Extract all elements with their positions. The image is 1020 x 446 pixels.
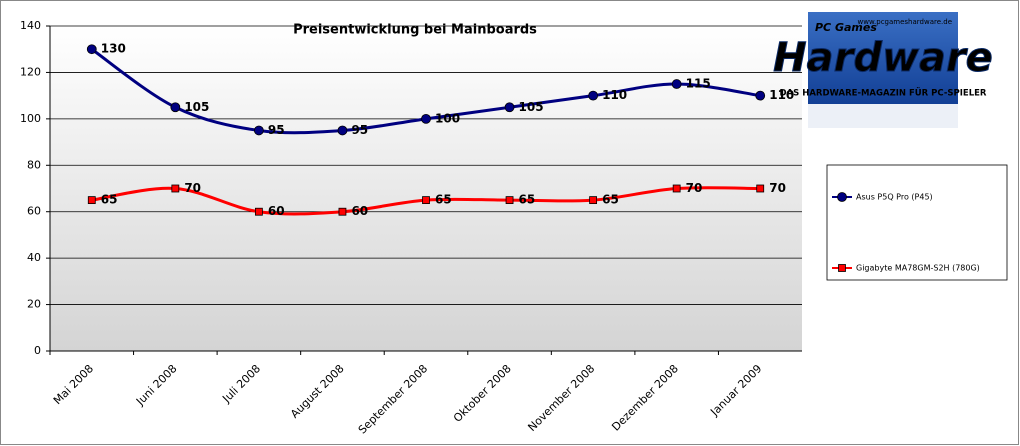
data-label: 110 <box>602 88 627 102</box>
y-tick-label: 40 <box>27 251 41 264</box>
point <box>671 79 682 89</box>
y-tick-label: 0 <box>34 344 41 357</box>
data-label: 65 <box>519 193 536 207</box>
series: 65 70 60 60 65 65 65 70 70 <box>87 181 786 218</box>
data-label: 65 <box>435 193 452 207</box>
point <box>171 184 180 193</box>
point <box>337 125 348 136</box>
point <box>672 184 681 193</box>
point <box>253 125 264 136</box>
point <box>588 90 599 101</box>
point <box>837 192 847 202</box>
data-label: 115 <box>686 77 711 91</box>
data-label: 65 <box>602 193 619 207</box>
logo-brand: Hardware <box>773 35 993 81</box>
y-tick-label: 120 <box>20 65 41 78</box>
point <box>254 207 263 216</box>
series: 130 105 95 95 100 105 110 115 110 <box>86 42 794 137</box>
data-label: 70 <box>184 181 201 195</box>
point <box>422 196 430 205</box>
point <box>838 264 846 272</box>
point <box>86 44 97 55</box>
y-tick-label: 60 <box>27 205 41 218</box>
data-label: 70 <box>769 181 786 195</box>
data-label: 100 <box>435 111 460 125</box>
data-label: 65 <box>101 193 118 207</box>
point <box>421 113 431 124</box>
legend-box <box>826 164 1008 281</box>
y-tick-label: 80 <box>27 158 41 171</box>
point <box>338 207 347 216</box>
point <box>505 196 514 205</box>
data-label: 70 <box>686 181 703 195</box>
y-tick-label: 100 <box>20 112 41 125</box>
point <box>755 90 766 101</box>
data-label: 95 <box>351 123 368 137</box>
data-label: 105 <box>184 100 209 114</box>
data-label: 110 <box>769 88 794 102</box>
logo-reflection <box>808 104 958 128</box>
legend-label: Gigabyte MA78GM-S2H (780G) <box>856 264 980 273</box>
data-label: 60 <box>351 204 368 218</box>
point <box>589 196 598 205</box>
logo-tagline: DAS HARDWARE-MAGAZIN FÜR PC-SPIELER <box>780 88 987 99</box>
data-label: 95 <box>268 123 285 137</box>
point <box>756 184 765 193</box>
logo: PC Games www.pcgameshardware.de Hardware… <box>773 12 993 128</box>
logo-brand-top: PC Games <box>815 21 877 34</box>
data-label: 130 <box>101 42 126 56</box>
point <box>504 102 515 113</box>
y-tick-label: 140 <box>20 19 41 32</box>
y-tick-label: 20 <box>27 298 41 311</box>
logo-url: www.pcgameshardware.de <box>858 18 953 26</box>
legend-label: Asus P5Q Pro (P45) <box>856 193 933 202</box>
point <box>170 102 181 113</box>
logo-background <box>808 12 958 104</box>
point <box>87 196 96 205</box>
chart-title: Preisentwicklung bei Mainboards <box>293 23 537 38</box>
data-label: 60 <box>268 204 285 218</box>
data-label: 105 <box>519 100 544 114</box>
